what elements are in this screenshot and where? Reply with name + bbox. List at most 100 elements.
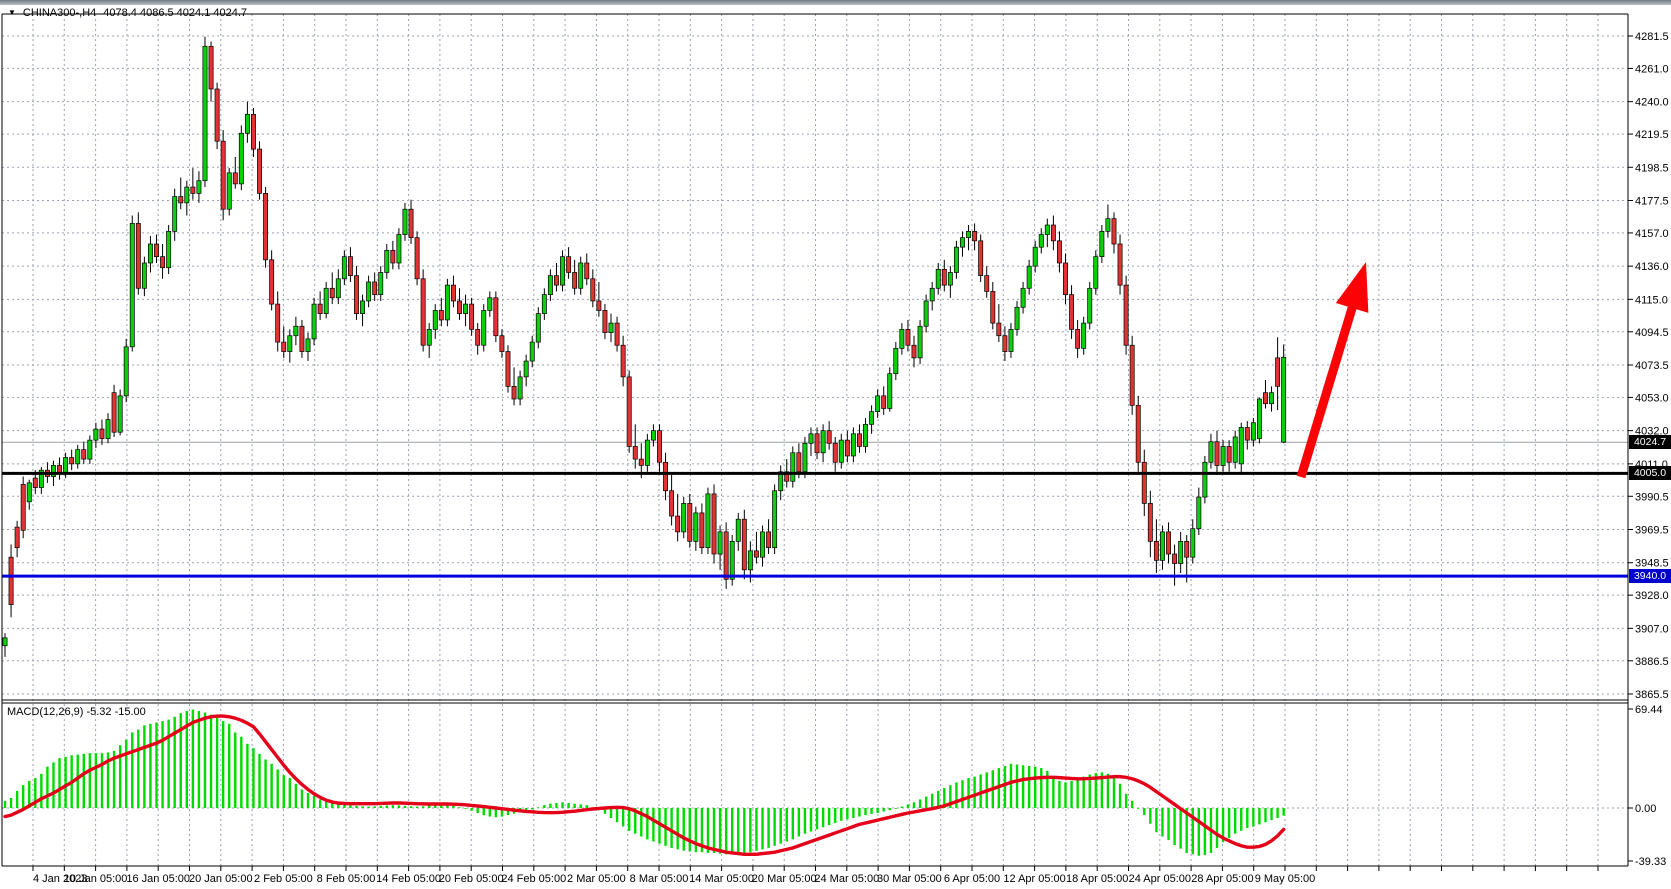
candle-body (929, 287, 935, 302)
macd-histogram-bar (912, 802, 916, 808)
macd-histogram-bar (906, 804, 910, 808)
candle-body (1020, 287, 1026, 308)
macd-histogram-bar (937, 790, 940, 808)
candle-body (1178, 541, 1184, 564)
time-axis[interactable] (2, 866, 1628, 889)
candle-body (1184, 541, 1190, 558)
macd-histogram-bar (118, 745, 122, 808)
candle-body (32, 477, 38, 488)
time-label: 16 Jan 05:00 (126, 873, 190, 885)
time-label: 30 Mar 05:00 (877, 873, 942, 885)
candle-body (541, 294, 547, 314)
candle-body (644, 439, 650, 466)
candle-body (269, 259, 275, 305)
macd-histogram-bar (173, 716, 176, 808)
macd-histogram-bar (52, 762, 55, 808)
candle-body (626, 376, 632, 447)
macd-histogram-bar (385, 805, 388, 808)
macd-histogram-bar (1264, 808, 1267, 823)
candle-body (554, 275, 559, 286)
candle-body (687, 503, 693, 542)
candle-body (1135, 404, 1141, 463)
macd-histogram-bar (1143, 808, 1146, 816)
candle-body (493, 297, 499, 337)
candle-body (1105, 218, 1111, 232)
candle-body (287, 335, 293, 352)
macd-histogram-bar (1064, 782, 1067, 808)
macd-histogram-bar (88, 753, 92, 808)
candle-body (469, 303, 475, 330)
candle-body (1081, 322, 1087, 349)
candle-body (784, 471, 790, 482)
price-label: 4073.5 (1635, 360, 1669, 372)
macd-histogram-bar (234, 732, 237, 808)
candle-body (960, 237, 965, 248)
macd-histogram-bar (58, 758, 61, 808)
candle-body (1269, 392, 1274, 405)
candle-body (190, 186, 196, 194)
macd-histogram-bar (482, 808, 485, 816)
candle-body (887, 373, 893, 409)
candle-body (1117, 243, 1123, 286)
candle-body (463, 303, 469, 314)
candle-body (760, 531, 765, 558)
candle-body (650, 430, 656, 441)
macd-histogram-bar (197, 711, 201, 808)
macd-histogram-bar (585, 805, 588, 808)
symbol-dropdown-icon[interactable]: ▼ (8, 7, 16, 17)
candle-body (711, 493, 717, 555)
macd-histogram-bar (464, 808, 467, 809)
candle-body (857, 433, 862, 447)
macd-histogram-bar (930, 793, 934, 808)
macd-histogram-bar (870, 808, 873, 814)
macd-histogram-bar (1009, 763, 1013, 808)
macd-histogram-bar (337, 803, 340, 808)
candle-body (1244, 427, 1250, 441)
candle-body (275, 303, 281, 343)
candle-body (941, 268, 947, 286)
candle-body (244, 113, 250, 134)
candle-body (390, 249, 396, 264)
macd-histogram-bar (718, 808, 722, 854)
candle-body (444, 284, 450, 321)
candle-body (129, 223, 135, 348)
macd-histogram-bar (785, 808, 788, 842)
candle-body (984, 275, 990, 292)
time-label: 18 Apr 05:00 (1066, 873, 1128, 885)
macd-histogram-bar (1100, 772, 1104, 808)
price-label: 3886.5 (1635, 656, 1669, 668)
candle-body (1172, 553, 1178, 564)
macd-histogram-bar (809, 808, 813, 832)
candle-body (1196, 496, 1202, 530)
candle-body (202, 45, 208, 182)
macd-histogram-bar (900, 806, 904, 808)
macd-histogram-bar (76, 754, 79, 808)
ohlc-values: 4078.4 4086.5 4024.1 4024.7 (103, 6, 248, 19)
candle-body (396, 234, 402, 264)
time-label: 20 Feb 05:00 (439, 873, 504, 885)
macd-histogram-bar (1246, 808, 1249, 828)
candle-body (360, 300, 365, 314)
macd-histogram-bar (203, 712, 207, 808)
time-label: 2 Feb 05:00 (254, 873, 313, 885)
candle-body (608, 322, 614, 333)
candle-body (450, 284, 456, 302)
candle-body (20, 484, 26, 531)
price-label: 4136.0 (1635, 261, 1669, 273)
macd-histogram-bar (1282, 808, 1285, 816)
candle-body (826, 430, 832, 444)
candle-body (1069, 294, 1075, 330)
price-label: 4261.0 (1635, 63, 1669, 75)
macd-histogram-bar (458, 807, 461, 809)
macd-histogram-bar (967, 778, 970, 808)
macd-histogram-bar (573, 803, 576, 808)
macd-histogram-bar (1021, 765, 1025, 808)
candle-body (947, 272, 953, 286)
macd-histogram-bar (1027, 765, 1031, 808)
macd-histogram-bar (300, 789, 304, 808)
macd-histogram-bar (918, 799, 922, 808)
candle-body (184, 186, 190, 204)
macd-histogram-bar (100, 753, 104, 808)
